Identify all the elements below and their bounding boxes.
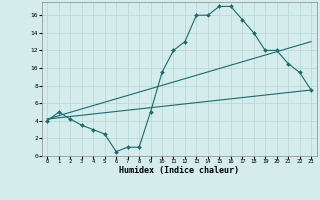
X-axis label: Humidex (Indice chaleur): Humidex (Indice chaleur) [119,166,239,175]
